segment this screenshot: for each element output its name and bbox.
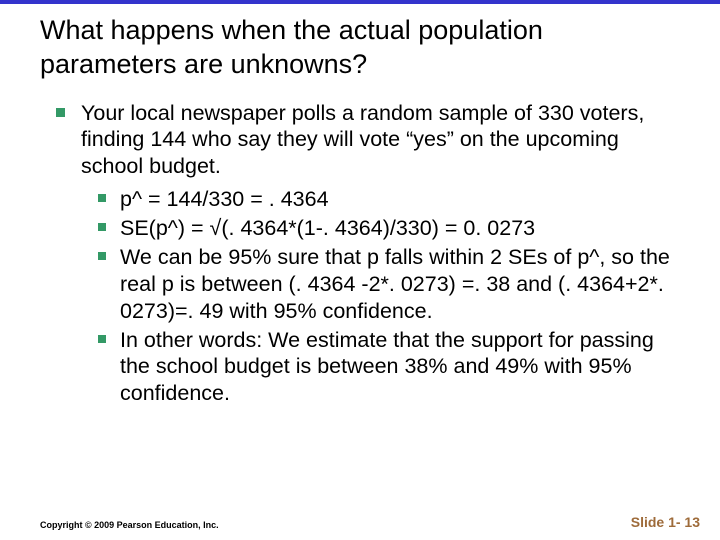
sub-bullet-row: p^ = 144/330 = . 4364 xyxy=(98,186,680,213)
sub-bullet-row: In other words: We estimate that the sup… xyxy=(98,327,680,408)
title-area: What happens when the actual population … xyxy=(0,4,720,100)
sub-bullet-text: We can be 95% sure that p falls within 2… xyxy=(120,244,680,325)
square-bullet-icon xyxy=(56,108,65,117)
sub-bullet-row: We can be 95% sure that p falls within 2… xyxy=(98,244,680,325)
footer: Copyright © 2009 Pearson Education, Inc.… xyxy=(40,514,700,530)
square-bullet-icon xyxy=(98,194,106,202)
sub-bullet-row: SE(p^) = √(. 4364*(1-. 4364)/330) = 0. 0… xyxy=(98,215,680,242)
sub-bullet-text: SE(p^) = √(. 4364*(1-. 4364)/330) = 0. 0… xyxy=(120,215,535,242)
copyright-text: Copyright © 2009 Pearson Education, Inc. xyxy=(40,520,219,530)
content-area: Your local newspaper polls a random samp… xyxy=(0,100,720,408)
square-bullet-icon xyxy=(98,335,106,343)
main-bullet-row: Your local newspaper polls a random samp… xyxy=(56,100,680,181)
sub-bullet-text: In other words: We estimate that the sup… xyxy=(120,327,680,408)
slide-title: What happens when the actual population … xyxy=(40,14,680,82)
square-bullet-icon xyxy=(98,252,106,260)
sub-bullet-text: p^ = 144/330 = . 4364 xyxy=(120,186,329,213)
sub-bullet-list: p^ = 144/330 = . 4364 SE(p^) = √(. 4364*… xyxy=(56,186,680,407)
slide-number: Slide 1- 13 xyxy=(631,514,700,530)
main-bullet-text: Your local newspaper polls a random samp… xyxy=(81,100,680,181)
square-bullet-icon xyxy=(98,223,106,231)
